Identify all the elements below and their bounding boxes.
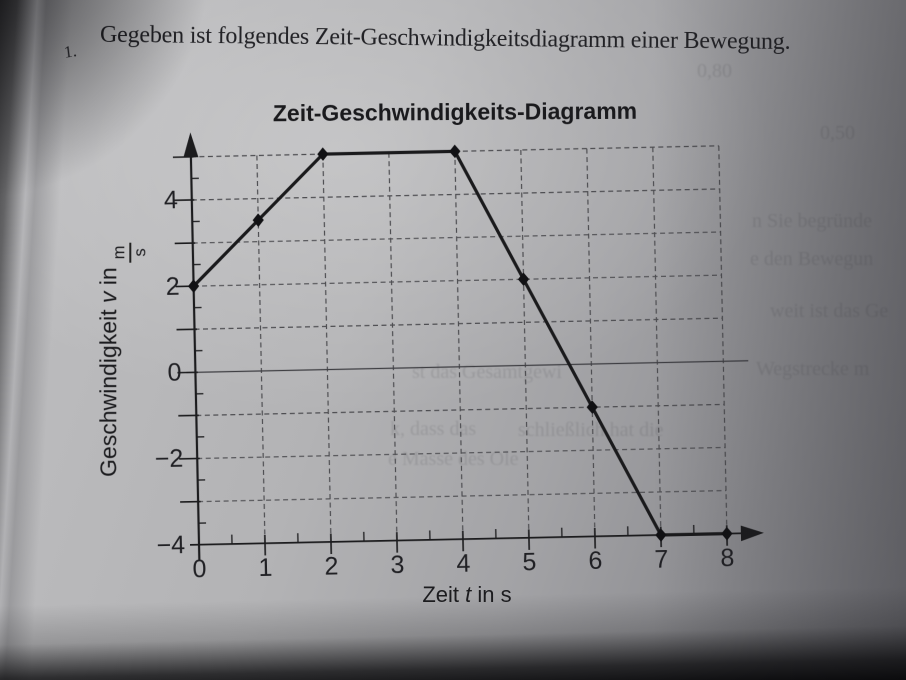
top-left-vignette: [0, 0, 906, 680]
right-edge-shade: [0, 0, 906, 680]
photo-page: 0,800,50n Sie begründee den Bewegunweit …: [0, 0, 906, 680]
